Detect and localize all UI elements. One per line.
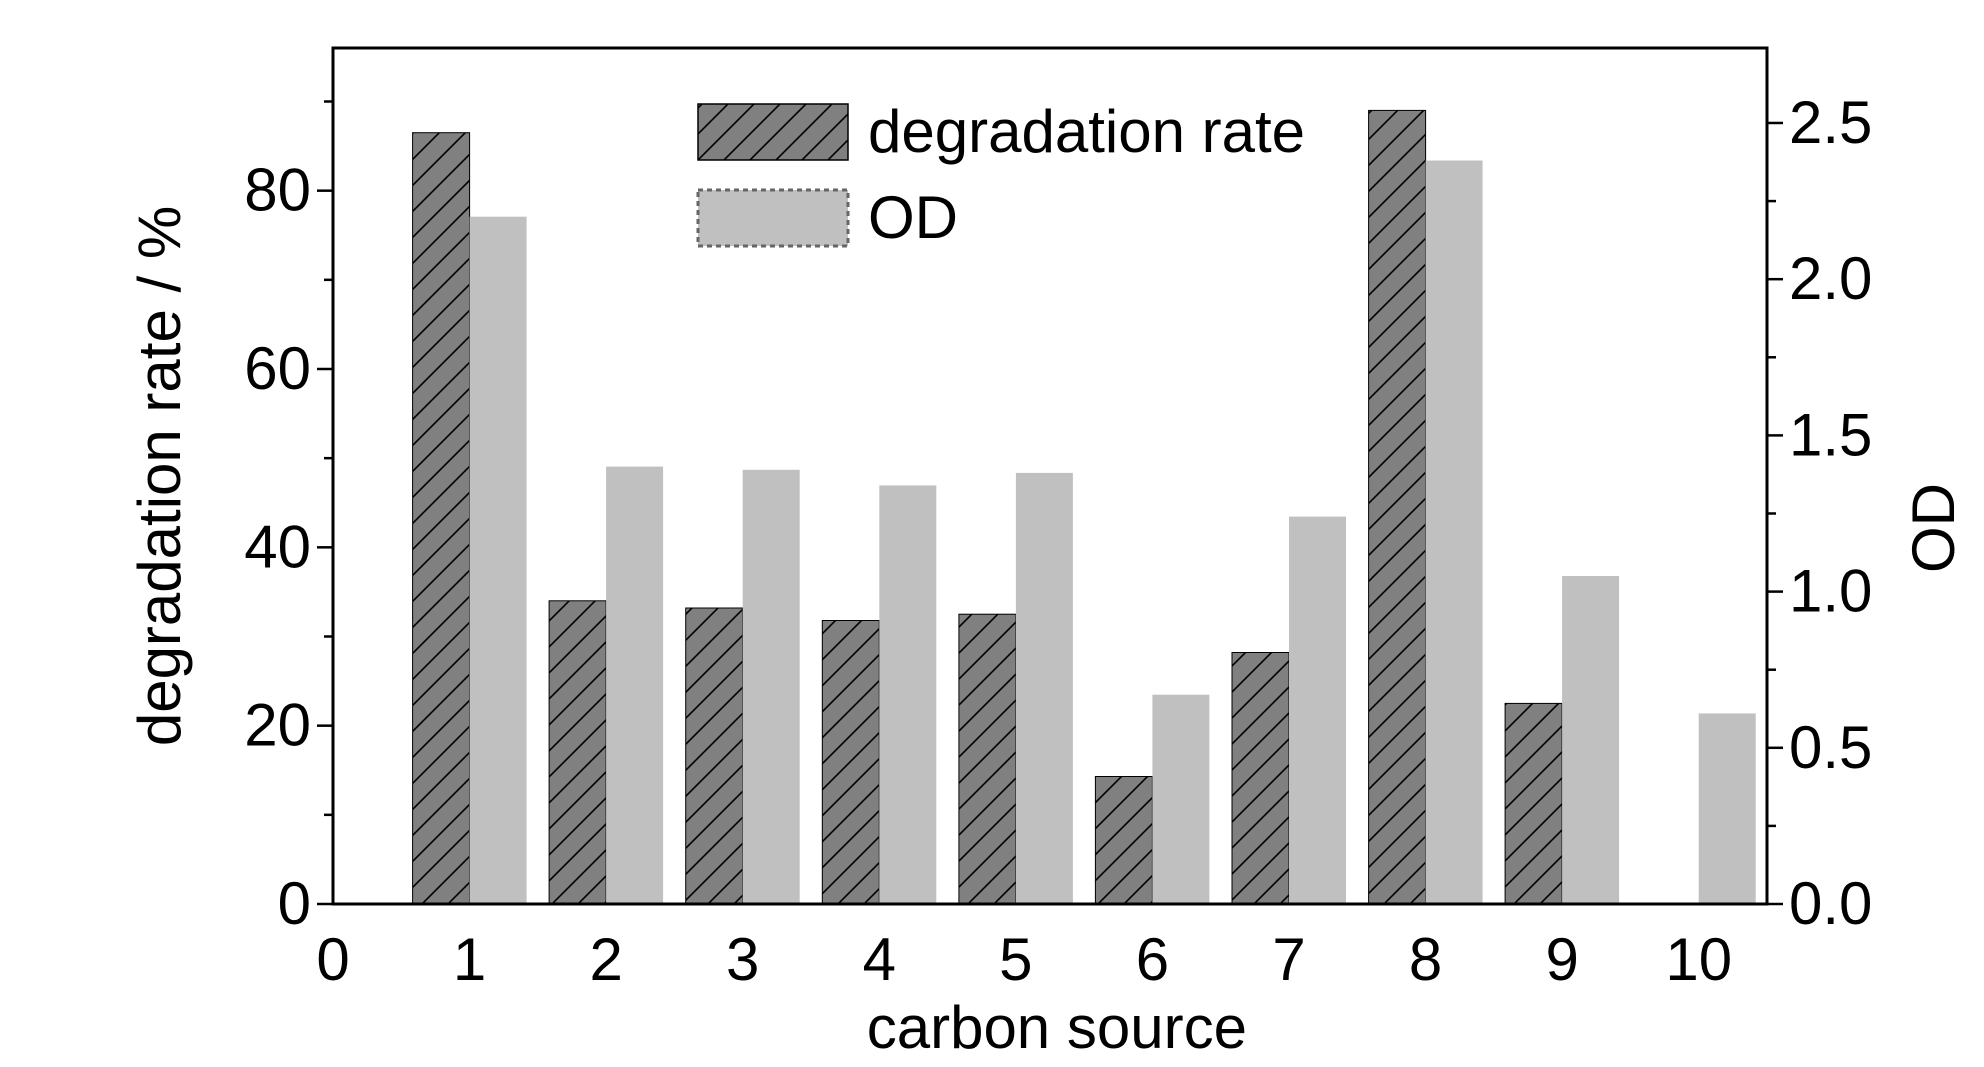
bar-od-10 xyxy=(1698,713,1756,904)
bar-od-8 xyxy=(1425,160,1483,904)
x-tick-label: 6 xyxy=(1136,926,1169,993)
bar-od-4 xyxy=(879,485,937,904)
x-tick-label: 0 xyxy=(316,926,349,993)
bar-od-9 xyxy=(1562,576,1620,904)
y-right-axis-title: OD xyxy=(1900,483,1967,573)
bar-degradation-rate-1 xyxy=(412,132,471,905)
legend-label-od: OD xyxy=(868,184,958,251)
bar-degradation-rate-2 xyxy=(548,600,607,905)
bars-layer xyxy=(412,109,1756,905)
bar-degradation-rate-4 xyxy=(821,620,880,905)
x-tick-label: 9 xyxy=(1545,926,1578,993)
x-tick-label: 10 xyxy=(1665,926,1732,993)
bar-degradation-rate-9 xyxy=(1504,702,1563,905)
y-right-tick-label: 2.0 xyxy=(1789,245,1872,312)
y-left-axis-title: degradation rate / % xyxy=(126,206,193,746)
x-tick-label: 3 xyxy=(726,926,759,993)
legend: degradation rate OD xyxy=(696,98,1305,251)
y-right-tick-label: 0.5 xyxy=(1789,714,1872,781)
x-tick-label: 8 xyxy=(1409,926,1442,993)
bar-od-5 xyxy=(1015,472,1073,904)
bar-od-1 xyxy=(469,216,527,904)
bar-degradation-rate-8 xyxy=(1368,109,1427,905)
x-tick-label: 1 xyxy=(453,926,486,993)
labels-layer: 0 20 40 60 80 0.0 0.5 1.0 1.5 2.0 2.5 0 1 2 3 4 5 6 7 8 9 10 c… xyxy=(126,89,1967,1061)
legend-label-degradation-rate: degradation rate xyxy=(868,98,1305,165)
x-tick-label: 2 xyxy=(589,926,622,993)
y-right-tick-label: 0.0 xyxy=(1789,870,1872,937)
x-axis-title: carbon source xyxy=(867,994,1247,1061)
bar-od-7 xyxy=(1289,516,1346,904)
legend-swatch-degradation-rate xyxy=(697,103,849,161)
bar-degradation-rate-7 xyxy=(1231,652,1290,905)
y-left-tick-label: 20 xyxy=(244,692,311,759)
x-tick-label: 7 xyxy=(1272,926,1305,993)
y-right-tick-label: 2.5 xyxy=(1789,89,1872,156)
x-tick-label: 5 xyxy=(999,926,1032,993)
bar-degradation-rate-3 xyxy=(685,607,744,905)
legend-swatch-od xyxy=(696,188,850,248)
axes-layer xyxy=(317,46,1783,906)
plot-frame xyxy=(331,46,1769,906)
bar-degradation-rate-5 xyxy=(958,613,1017,905)
bar-degradation-rate-6 xyxy=(1094,776,1153,905)
bar-od-6 xyxy=(1152,694,1210,904)
y-left-tick-label: 0 xyxy=(278,870,311,937)
y-left-tick-label: 80 xyxy=(244,157,311,224)
y-left-tick-label: 60 xyxy=(244,335,311,402)
y-right-tick-label: 1.5 xyxy=(1789,401,1872,468)
y-right-tick-label: 1.0 xyxy=(1789,558,1872,625)
x-tick-label: 4 xyxy=(863,926,896,993)
bar-od-3 xyxy=(742,469,800,904)
y-left-tick-label: 40 xyxy=(244,513,311,580)
bar-od-2 xyxy=(606,466,664,904)
